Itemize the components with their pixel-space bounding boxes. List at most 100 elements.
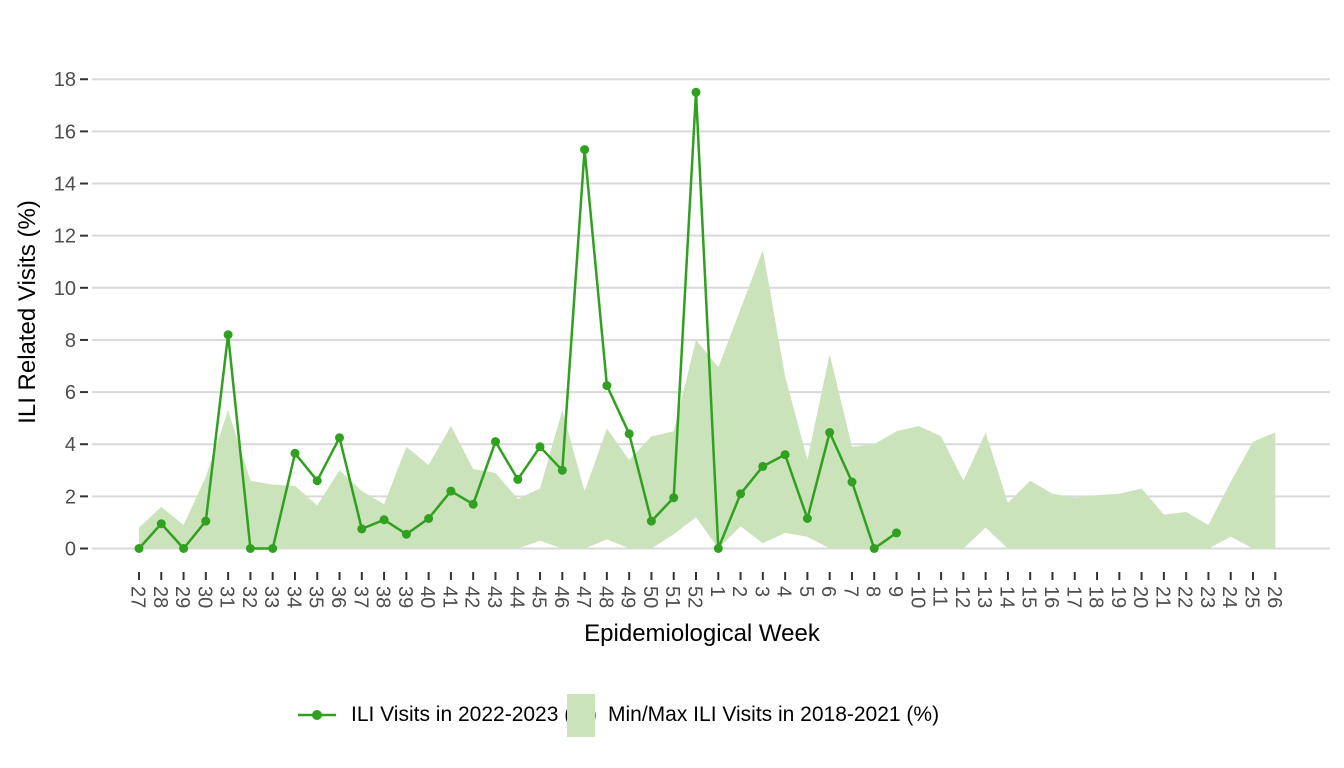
ili-data-point-week-30 [201, 516, 211, 526]
x-tick-label: 51 [661, 586, 683, 608]
x-tick-label: 15 [1018, 586, 1040, 608]
x-tick-label: 7 [840, 586, 862, 597]
x-tick-label: 9 [884, 586, 906, 597]
ili-data-point-week-42 [468, 499, 478, 509]
x-tick-label: 5 [795, 586, 817, 597]
x-tick-label: 1 [706, 586, 728, 597]
legend-label-minmax-band: Min/Max ILI Visits in 2018-2021 (%) [608, 703, 940, 726]
ili-data-point-week-36 [335, 433, 344, 443]
x-tick-label: 20 [1129, 586, 1151, 608]
legend-label-ili-line: ILI Visits in 2022-2023 (%) [351, 703, 597, 726]
x-tick-label: 4 [773, 586, 795, 597]
ili-data-point-week-32 [245, 544, 255, 553]
y-tick-label: 4 [65, 434, 76, 456]
x-tick-label: 28 [149, 586, 171, 608]
y-tick-label: 8 [65, 330, 76, 352]
x-tick-label: 22 [1174, 586, 1196, 608]
x-tick-label: 27 [127, 586, 149, 608]
ili-data-point-week-41 [446, 486, 456, 496]
y-tick-label: 0 [65, 539, 76, 561]
y-tick-label: 2 [65, 486, 76, 508]
ili-data-point-week-31 [223, 330, 233, 340]
ili-data-point-week-27 [134, 544, 144, 553]
x-tick-label: 46 [550, 586, 572, 608]
x-tick-label: 35 [305, 586, 327, 608]
x-tick-label: 17 [1062, 586, 1084, 608]
x-tick-label: 24 [1218, 586, 1240, 608]
ili-data-point-week-40 [424, 514, 434, 523]
x-tick-label: 42 [461, 586, 483, 608]
ili-data-point-week-9 [892, 528, 901, 538]
x-tick-label: 31 [216, 586, 238, 608]
ili-data-point-week-4 [780, 450, 790, 460]
ili-data-point-week-50 [646, 516, 656, 526]
ili-data-point-week-39 [401, 529, 411, 539]
ili-data-point-week-52 [691, 87, 701, 97]
x-tick-label: 29 [171, 586, 193, 608]
x-axis-title: Epidemiological Week [584, 620, 820, 647]
ili-data-point-week-43 [491, 437, 500, 447]
ili-data-point-week-34 [290, 448, 300, 458]
ili-data-point-week-37 [357, 524, 367, 534]
ili-data-point-week-48 [602, 381, 612, 391]
x-tick-label: 39 [394, 586, 416, 608]
y-tick-label: 10 [54, 278, 76, 300]
x-tick-label: 19 [1107, 586, 1129, 608]
ili-data-point-week-7 [847, 477, 857, 487]
x-tick-label: 30 [193, 586, 215, 608]
ili-data-point-week-5 [802, 514, 812, 523]
ili-data-point-week-35 [312, 476, 322, 486]
x-tick-label: 23 [1196, 586, 1218, 608]
x-tick-label: 43 [483, 586, 505, 608]
x-tick-label: 16 [1040, 586, 1062, 608]
x-tick-label: 50 [639, 586, 661, 608]
ili-data-point-week-33 [268, 544, 278, 553]
ili-data-point-week-3 [758, 461, 768, 471]
x-tick-label: 44 [505, 586, 527, 608]
x-tick-label: 26 [1263, 586, 1285, 608]
x-tick-label: 40 [416, 586, 438, 608]
y-tick-label: 16 [54, 121, 76, 143]
y-tick-label: 14 [54, 174, 76, 196]
minmax-band-area [139, 250, 1276, 549]
x-tick-label: 18 [1085, 586, 1107, 608]
x-tick-label: 8 [862, 586, 884, 597]
x-tick-label: 48 [594, 586, 616, 608]
x-tick-label: 6 [817, 586, 839, 597]
x-tick-label: 47 [572, 586, 594, 608]
x-tick-label: 36 [327, 586, 349, 608]
x-tick-label: 34 [283, 586, 305, 608]
x-tick-label: 3 [750, 586, 772, 597]
x-tick-label: 32 [238, 586, 260, 608]
y-tick-label: 6 [65, 382, 76, 404]
x-tick-label: 33 [260, 586, 282, 608]
x-tick-label: 21 [1151, 586, 1173, 608]
ili-data-point-week-2 [736, 489, 746, 499]
x-tick-label: 49 [617, 586, 639, 608]
y-tick-label: 12 [54, 226, 76, 248]
ili-data-point-week-29 [179, 544, 189, 553]
ili-data-point-week-47 [580, 145, 590, 155]
ili-data-point-week-6 [825, 428, 835, 437]
legend-key-band-swatch [567, 693, 595, 737]
x-tick-label: 41 [438, 586, 460, 608]
legend-item-ili-line: ILI Visits in 2022-2023 (%) [296, 691, 597, 739]
ili-data-point-week-28 [156, 519, 166, 529]
x-tick-label: 12 [951, 586, 973, 608]
ili-data-point-week-49 [624, 429, 634, 439]
x-tick-label: 10 [906, 586, 928, 608]
x-tick-label: 38 [372, 586, 394, 608]
x-tick-label: 25 [1241, 586, 1263, 608]
ili-data-point-week-44 [513, 474, 523, 484]
legend-key-line-marker [298, 710, 336, 720]
legend-item-minmax-band: Min/Max ILI Visits in 2018-2021 (%) [567, 691, 939, 739]
ili-data-point-week-8 [869, 544, 879, 553]
ili-data-point-week-45 [535, 442, 545, 452]
ili-data-point-week-1 [713, 544, 723, 553]
ili-data-point-week-38 [379, 515, 389, 525]
ili-data-point-week-51 [669, 493, 679, 503]
x-tick-label: 52 [684, 586, 706, 608]
x-tick-label: 2 [728, 586, 750, 597]
y-axis-title: ILI Related Visits (%) [14, 200, 41, 424]
